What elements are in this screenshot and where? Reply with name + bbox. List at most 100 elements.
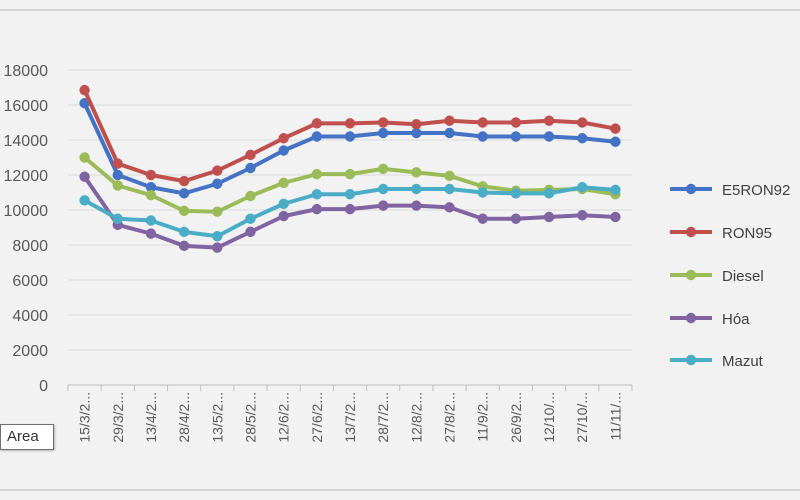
data-point [212, 231, 223, 242]
data-point [510, 188, 522, 199]
data-point [311, 131, 323, 142]
series-E5RON92 [79, 98, 621, 199]
data-point [112, 169, 123, 181]
data-point [543, 211, 555, 223]
x-tick-label: 13/4/2... [143, 392, 159, 443]
y-tick-label: 16000 [4, 98, 49, 115]
data-point [311, 168, 323, 180]
y-axis-ticks: 0 2000 4000 6000 8000 10000 12000 14000 16000 180… [4, 63, 49, 395]
x-tick-label: 12/10/... [541, 392, 557, 443]
series-lines [79, 84, 621, 253]
x-tick-label: 13/7/2... [342, 392, 358, 443]
legend-label: Mazut [722, 353, 764, 370]
data-point [212, 178, 223, 189]
data-point [577, 210, 588, 221]
data-point [145, 182, 157, 193]
data-point [311, 189, 323, 200]
data-point [145, 189, 157, 201]
x-tick-label: 12/6/2... [276, 392, 292, 443]
data-point [145, 169, 157, 181]
data-point [577, 133, 588, 144]
data-point [411, 200, 422, 211]
legend-item: Diesel [670, 268, 764, 285]
x-tick-label: 28/7/2... [375, 392, 391, 443]
data-point [510, 117, 522, 128]
x-tick-label: 13/5/2... [209, 392, 225, 443]
series-line [82, 101, 618, 196]
y-tick-label: 6000 [12, 273, 48, 290]
legend-marker [685, 312, 697, 324]
data-point [377, 183, 389, 195]
x-tick-label: 11/11/... [607, 392, 623, 441]
y-tick-label: 12000 [4, 168, 49, 185]
data-point [577, 182, 588, 193]
series-Mazut [79, 182, 621, 242]
data-point [510, 213, 522, 224]
legend: E5RON92 RON95 Diesel Hóa Mazut [670, 182, 790, 370]
data-point [411, 119, 422, 130]
data-point [112, 158, 123, 169]
y-tick-label: 18000 [4, 63, 49, 80]
data-point [311, 203, 323, 215]
legend-item: E5RON92 [670, 182, 790, 199]
data-point [278, 177, 289, 189]
x-tick-label: 27/6/2... [309, 392, 325, 443]
data-point [79, 152, 90, 163]
series-RON95 [79, 84, 621, 187]
data-point [278, 198, 289, 210]
data-point [411, 167, 422, 178]
x-tick-label: 28/4/2... [176, 392, 192, 443]
data-point [477, 131, 488, 142]
legend-label: E5RON92 [722, 182, 790, 199]
data-point [212, 206, 223, 217]
bottom-border [0, 489, 800, 491]
data-point [344, 131, 356, 142]
data-point [145, 228, 157, 239]
y-tick-label: 14000 [4, 133, 49, 150]
x-tick-label: 27/10/... [574, 392, 590, 443]
legend-item: Hóa [670, 311, 750, 328]
data-point [543, 115, 555, 126]
x-tick-label: 27/8/2... [442, 392, 458, 443]
data-point [444, 183, 455, 195]
data-point [344, 118, 356, 129]
x-axis-ticks: 15/3/2... 29/3/2... 13/4/2... 28/4/2... 13/5… [77, 392, 624, 443]
data-point [477, 187, 488, 198]
data-point [79, 195, 90, 206]
data-point [344, 203, 356, 215]
x-tick-label: 15/3/2... [77, 392, 93, 443]
data-point [377, 200, 389, 211]
legend-item: RON95 [670, 225, 772, 242]
data-point [444, 115, 455, 126]
data-point [610, 136, 621, 147]
area-label[interactable]: Area [0, 424, 54, 450]
data-point [178, 240, 190, 252]
data-point [377, 127, 389, 139]
gridlines [67, 69, 633, 391]
legend-marker [685, 354, 697, 366]
data-point [212, 165, 223, 176]
data-point [178, 175, 190, 187]
data-point [245, 213, 256, 224]
data-point [344, 189, 356, 200]
data-point [178, 188, 190, 199]
data-point [212, 242, 223, 253]
data-point [79, 171, 90, 182]
data-point [477, 213, 488, 224]
legend-label: Diesel [722, 268, 764, 285]
data-point [344, 168, 356, 180]
data-point [444, 170, 455, 182]
data-point [543, 131, 555, 142]
x-tick-label: 26/9/2... [508, 392, 524, 443]
data-point [245, 226, 256, 238]
legend-label: RON95 [722, 225, 772, 242]
data-point [510, 131, 522, 142]
data-point [178, 205, 190, 217]
data-point [610, 184, 621, 196]
legend-marker [685, 269, 697, 281]
data-point [245, 149, 256, 161]
series-line [82, 155, 618, 214]
data-point [278, 210, 289, 222]
data-point [311, 118, 323, 129]
